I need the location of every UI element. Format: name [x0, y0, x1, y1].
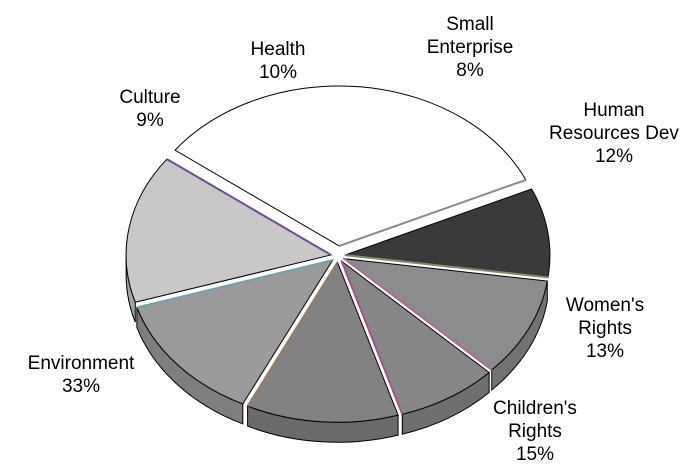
- pie-edge-environment: [338, 178, 527, 247]
- pie-slice-environment: [174, 85, 527, 247]
- label-culture-pct: 9%: [136, 110, 164, 131]
- pie-edge-small-enterprise: [340, 260, 404, 415]
- label-health-pct: 10%: [258, 62, 298, 83]
- label-womens-pct: 13%: [585, 341, 625, 362]
- label-womens-line2: Rights: [578, 318, 632, 339]
- label-health-name: Health: [250, 39, 306, 60]
- label-environment-pct: 33%: [61, 376, 101, 397]
- label-small-enterprise-line2: Enterprise: [426, 37, 514, 58]
- pie-edge-culture: [344, 254, 549, 279]
- label-hrd-line1: Human: [583, 100, 645, 121]
- pie-slice-culture: [344, 188, 551, 278]
- pie-edge-women-s-rights: [136, 259, 333, 309]
- pie-slice-health: [342, 258, 548, 371]
- label-womens-line1: Women's: [565, 295, 645, 316]
- pie-edge-human-resources-dev: [246, 261, 339, 407]
- label-culture-name: Culture: [119, 87, 181, 108]
- label-childrens-pct: 15%: [515, 444, 555, 465]
- pie-edge-health: [343, 257, 493, 371]
- label-hrd-line2: Resources Dev: [549, 123, 679, 144]
- label-environment-name: Environment: [27, 353, 135, 374]
- pie-edge-children-s-rights: [166, 158, 332, 256]
- label-human-resources-dev: Human Resources Dev 12%: [543, 99, 685, 168]
- label-childrens-rights: Children's Rights 15%: [465, 397, 605, 466]
- label-small-enterprise: Small Enterprise 8%: [400, 13, 540, 82]
- label-culture: Culture 9%: [90, 86, 210, 132]
- label-hrd-pct: 12%: [594, 146, 634, 167]
- pie-slices: [125, 85, 551, 423]
- label-small-enterprise-line1: Small: [446, 14, 494, 35]
- label-small-enterprise-pct: 8%: [456, 60, 484, 81]
- label-womens-rights: Women's Rights 13%: [540, 294, 670, 363]
- label-childrens-line2: Rights: [508, 421, 562, 442]
- pie-slice-children-s-rights: [125, 158, 333, 303]
- label-childrens-line1: Children's: [493, 398, 577, 419]
- pie-slice-human-resources-dev: [246, 261, 399, 423]
- label-environment: Environment 33%: [6, 352, 156, 398]
- pie-slice-small-enterprise: [340, 259, 490, 415]
- label-health: Health 10%: [228, 38, 328, 84]
